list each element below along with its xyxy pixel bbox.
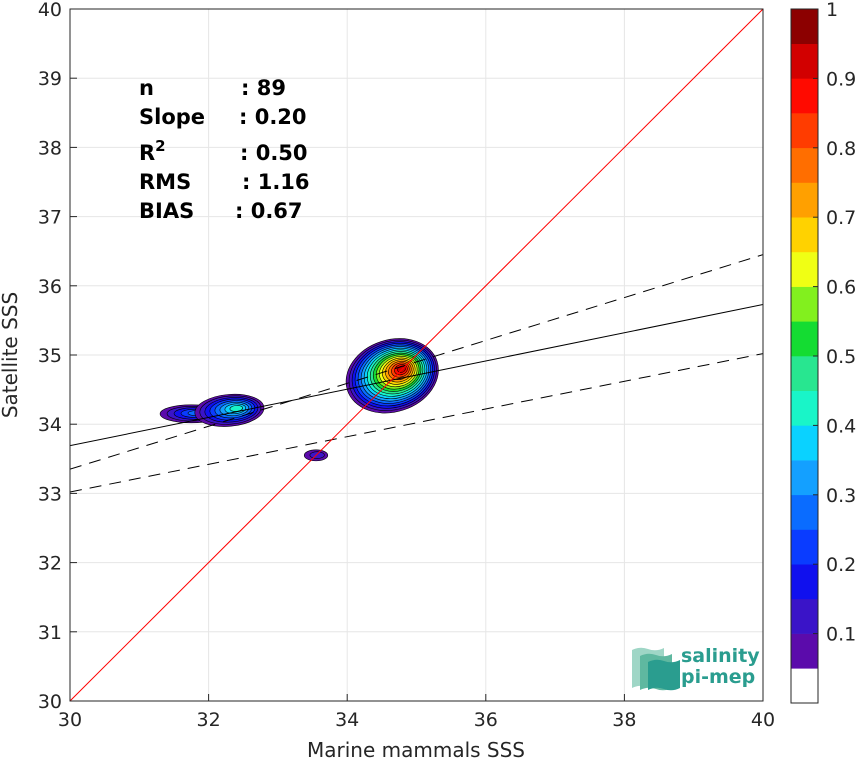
logo-line1: salinity [681, 645, 760, 667]
stat-label: RMS [139, 170, 191, 194]
stat-label: Slope [139, 105, 205, 129]
x-tick-label: 36 [474, 709, 498, 731]
colorbar-segment [791, 78, 818, 114]
x-tick-label: 32 [197, 709, 221, 731]
y-tick-label: 32 [38, 553, 62, 575]
y-axis-title: Satellite SSS [0, 292, 22, 418]
colorbar-tick-label: 0.1 [826, 624, 856, 646]
identity-line [70, 9, 763, 701]
colorbar-tick-label: 0.6 [826, 277, 856, 299]
colorbar-segment [791, 286, 818, 322]
stat-value: : 0.20 [239, 105, 307, 129]
stat-value: : 89 [241, 76, 286, 100]
y-tick-label: 30 [38, 691, 62, 713]
stat-value: : 1.16 [242, 170, 310, 194]
y-tick-label: 31 [38, 622, 62, 644]
stat-value: : 0.67 [235, 199, 303, 223]
y-tick-label: 37 [38, 207, 62, 229]
colorbar-tick-label: 0.4 [826, 415, 856, 437]
colorbar-segment [791, 113, 818, 149]
reference-lines [70, 9, 763, 701]
logo-line2: pi-mep [681, 666, 755, 688]
colorbar-tick-label: 0.5 [826, 346, 856, 368]
colorbar-segment [791, 668, 818, 704]
colorbar-segment [791, 494, 818, 530]
colorbar-segment [791, 460, 818, 496]
colorbar-tick-label: 0.3 [826, 485, 856, 507]
x-tick-label: 40 [751, 709, 775, 731]
colorbar-tick-label: 1 [826, 0, 838, 21]
colorbar-segment [791, 9, 818, 44]
x-axis-title: Marine mammals SSS [307, 738, 525, 762]
stat-label: n [139, 76, 154, 100]
colorbar-tick-label: 0.8 [826, 138, 856, 160]
x-tick-label: 38 [612, 709, 636, 731]
colorbar-segment [791, 356, 818, 391]
colorbar-segment [791, 529, 818, 565]
colorbar-segment [791, 251, 818, 287]
contour-level [309, 451, 325, 459]
x-tick-label: 30 [58, 709, 82, 731]
colorbar: 0.1 0.2 0.3 0.4 0.5 0.6 0.7 0.8 0.9 1 [790, 0, 856, 704]
x-tick-label: 34 [335, 709, 359, 731]
colorbar-tick-label: 0.9 [826, 68, 856, 90]
colorbar-segment [791, 43, 818, 79]
y-tick-label: 38 [38, 137, 62, 159]
stats-box: n : 89 Slope : 0.20 R2 : 0.50 RMS : 1.16 BIAS : 0… [139, 76, 310, 223]
grid [69, 8, 764, 702]
colorbar-segment [791, 564, 818, 600]
colorbar-tick-label: 0.7 [826, 207, 856, 229]
y-tick-label: 40 [38, 0, 62, 21]
y-tick-label: 33 [38, 483, 62, 505]
colorbar-segment [791, 321, 818, 357]
y-tick-label: 35 [38, 345, 62, 367]
density-blob-2 [194, 393, 265, 427]
axis-ticks: 30 32 34 36 38 40 30 31 32 33 34 35 36 37 38 39 40 [38, 0, 775, 731]
stat-value: : 0.50 [240, 141, 308, 165]
regression-bound-line [70, 353, 763, 493]
y-tick-label: 36 [38, 276, 62, 298]
y-tick-label: 39 [38, 68, 62, 90]
colorbar-segment [791, 390, 818, 426]
colorbar-segment [791, 182, 818, 218]
y-tick-label: 34 [38, 414, 62, 436]
regression-line [70, 303, 763, 447]
waves-icon [632, 647, 680, 691]
colorbar-segment [791, 633, 818, 669]
stat-label: R2 [139, 137, 166, 165]
colorbar-segment [791, 425, 818, 461]
regression-bound-line [70, 254, 763, 470]
colorbar-tick-label: 0.2 [826, 554, 856, 576]
colorbar-segment [791, 147, 818, 183]
colorbar-segment [791, 598, 818, 634]
salinity-pi-mep-logo: salinity pi-mep [632, 645, 760, 691]
stat-label: BIAS [139, 199, 194, 223]
colorbar-segment [791, 217, 818, 253]
